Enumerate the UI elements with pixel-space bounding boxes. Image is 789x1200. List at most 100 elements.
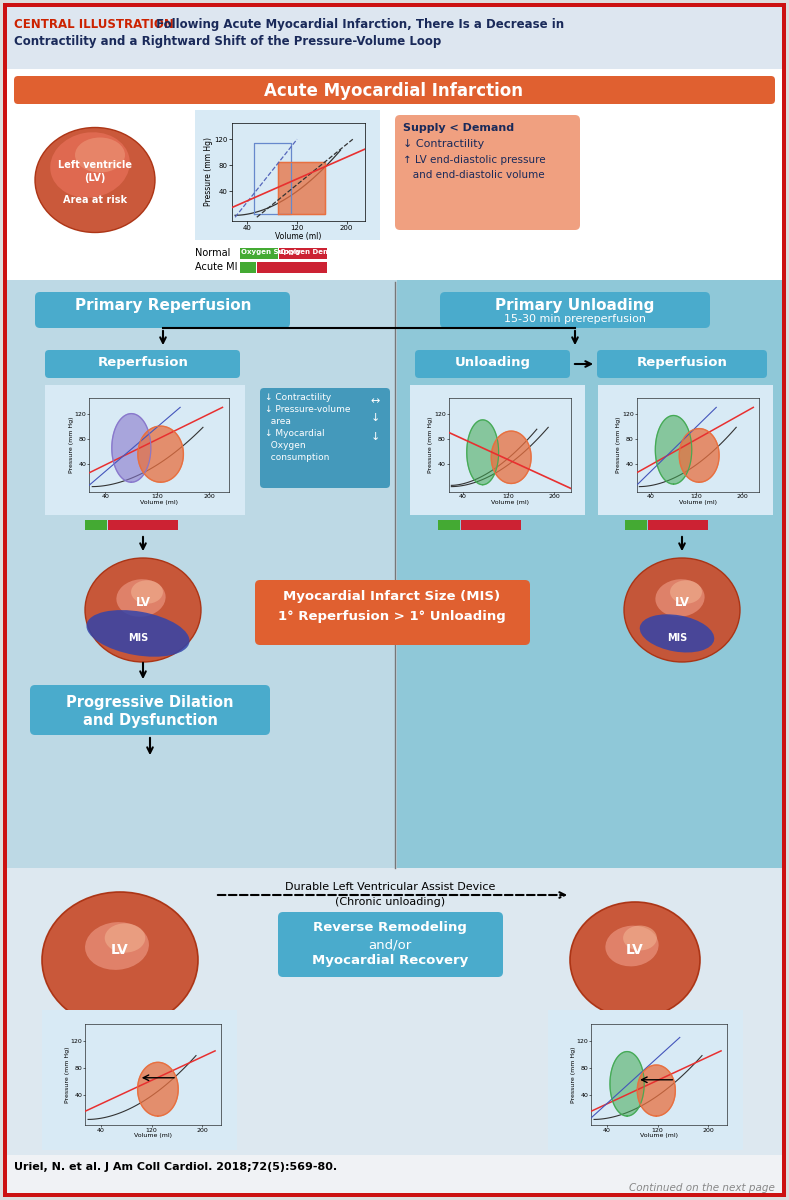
FancyBboxPatch shape <box>415 350 570 378</box>
Y-axis label: Pressure (mm Hg): Pressure (mm Hg) <box>428 416 433 473</box>
Ellipse shape <box>105 923 145 953</box>
X-axis label: Volume (ml): Volume (ml) <box>679 500 716 505</box>
Text: and/or: and/or <box>368 938 412 950</box>
Text: LV: LV <box>111 943 129 958</box>
Bar <box>438 520 460 530</box>
Text: ↓: ↓ <box>371 413 380 422</box>
Bar <box>279 248 327 259</box>
Text: ↓ Contractility: ↓ Contractility <box>265 392 331 402</box>
Y-axis label: Pressure (mm Hg): Pressure (mm Hg) <box>69 416 74 473</box>
Text: LV: LV <box>675 595 690 608</box>
Text: Normal: Normal <box>195 248 230 258</box>
Text: ↓ Pressure-volume: ↓ Pressure-volume <box>265 404 350 414</box>
Text: Unloading: Unloading <box>455 356 531 370</box>
Bar <box>257 262 327 272</box>
FancyBboxPatch shape <box>440 292 710 328</box>
Bar <box>548 1010 743 1150</box>
FancyBboxPatch shape <box>30 685 270 734</box>
Polygon shape <box>610 1051 645 1116</box>
Text: Acute Myocardial Infarction: Acute Myocardial Infarction <box>264 82 523 100</box>
Ellipse shape <box>85 922 149 970</box>
Text: Progressive Dilation: Progressive Dilation <box>66 695 234 710</box>
Text: Reverse Remodeling: Reverse Remodeling <box>313 922 467 934</box>
Ellipse shape <box>117 580 166 617</box>
Text: 15-30 min prereperfusion: 15-30 min prereperfusion <box>504 314 646 324</box>
Bar <box>7 68 782 304</box>
Ellipse shape <box>75 138 125 173</box>
Text: Myocardial Infarct Size (MIS): Myocardial Infarct Size (MIS) <box>283 590 500 602</box>
Polygon shape <box>638 1064 675 1116</box>
Text: and Dysfunction: and Dysfunction <box>83 713 218 728</box>
Text: MIS: MIS <box>667 634 687 643</box>
Ellipse shape <box>131 581 163 604</box>
Bar <box>648 520 708 530</box>
Y-axis label: Pressure (mm Hg): Pressure (mm Hg) <box>570 1046 576 1103</box>
Y-axis label: Pressure (mm Hg): Pressure (mm Hg) <box>616 416 621 473</box>
Text: Uriel, N. et al. J Am Coll Cardiol. 2018;72(5):569-80.: Uriel, N. et al. J Am Coll Cardiol. 2018… <box>14 1162 337 1172</box>
Text: Continued on the next page: Continued on the next page <box>629 1183 775 1193</box>
Polygon shape <box>112 414 151 482</box>
Text: Supply < Demand: Supply < Demand <box>403 122 514 133</box>
Bar <box>410 385 585 515</box>
X-axis label: Volume (ml): Volume (ml) <box>140 500 178 505</box>
Bar <box>240 248 278 259</box>
Text: ↔: ↔ <box>371 396 380 406</box>
Text: 1° Reperfusion > 1° Unloading: 1° Reperfusion > 1° Unloading <box>279 610 506 623</box>
Polygon shape <box>467 420 499 485</box>
Text: Primary Reperfusion: Primary Reperfusion <box>75 298 251 313</box>
Ellipse shape <box>670 581 702 604</box>
FancyBboxPatch shape <box>255 580 530 646</box>
Text: MIS: MIS <box>128 634 148 643</box>
Polygon shape <box>279 162 325 214</box>
X-axis label: Volume (ml): Volume (ml) <box>275 232 322 241</box>
Text: area: area <box>265 416 291 426</box>
FancyBboxPatch shape <box>597 350 767 378</box>
Bar <box>240 262 256 272</box>
Bar <box>461 520 521 530</box>
Text: Area at risk: Area at risk <box>63 194 127 205</box>
FancyBboxPatch shape <box>14 76 775 104</box>
Ellipse shape <box>85 558 201 662</box>
Text: Oxygen: Oxygen <box>265 440 305 450</box>
Text: Reperfusion: Reperfusion <box>637 356 727 370</box>
Bar <box>7 7 782 68</box>
FancyBboxPatch shape <box>395 115 580 230</box>
Polygon shape <box>679 428 719 482</box>
Y-axis label: Pressure (mm Hg): Pressure (mm Hg) <box>65 1046 69 1103</box>
Bar <box>108 520 178 530</box>
Bar <box>45 385 245 515</box>
Ellipse shape <box>87 610 189 656</box>
Bar <box>598 385 773 515</box>
FancyBboxPatch shape <box>35 292 290 328</box>
Bar <box>7 868 782 1168</box>
X-axis label: Volume (ml): Volume (ml) <box>640 1133 679 1139</box>
Ellipse shape <box>50 132 130 198</box>
Bar <box>7 1154 782 1193</box>
Bar <box>7 280 397 870</box>
Ellipse shape <box>42 892 198 1028</box>
Bar <box>195 110 380 240</box>
Ellipse shape <box>570 902 700 1018</box>
FancyBboxPatch shape <box>45 350 240 378</box>
Polygon shape <box>138 426 183 482</box>
Text: ↓ Contractility: ↓ Contractility <box>403 139 484 149</box>
X-axis label: Volume (ml): Volume (ml) <box>134 1133 172 1139</box>
Bar <box>625 520 647 530</box>
Text: ↓ Myocardial: ↓ Myocardial <box>265 428 324 438</box>
Ellipse shape <box>640 614 714 653</box>
Ellipse shape <box>624 558 740 662</box>
Y-axis label: Pressure (mm Hg): Pressure (mm Hg) <box>204 137 213 206</box>
Text: Oxygen Demand: Oxygen Demand <box>280 248 345 254</box>
Ellipse shape <box>35 127 155 233</box>
Bar <box>397 280 782 870</box>
Text: Following Acute Myocardial Infarction, There Is a Decrease in: Following Acute Myocardial Infarction, T… <box>152 18 564 31</box>
Text: (LV): (LV) <box>84 173 106 182</box>
FancyBboxPatch shape <box>260 388 390 488</box>
Ellipse shape <box>656 580 705 617</box>
Text: consumption: consumption <box>265 452 329 462</box>
Text: LV: LV <box>136 595 151 608</box>
Text: Acute MI: Acute MI <box>195 262 237 272</box>
Text: (Chronic unloading): (Chronic unloading) <box>335 898 445 907</box>
Ellipse shape <box>605 925 659 966</box>
Polygon shape <box>137 1062 178 1116</box>
